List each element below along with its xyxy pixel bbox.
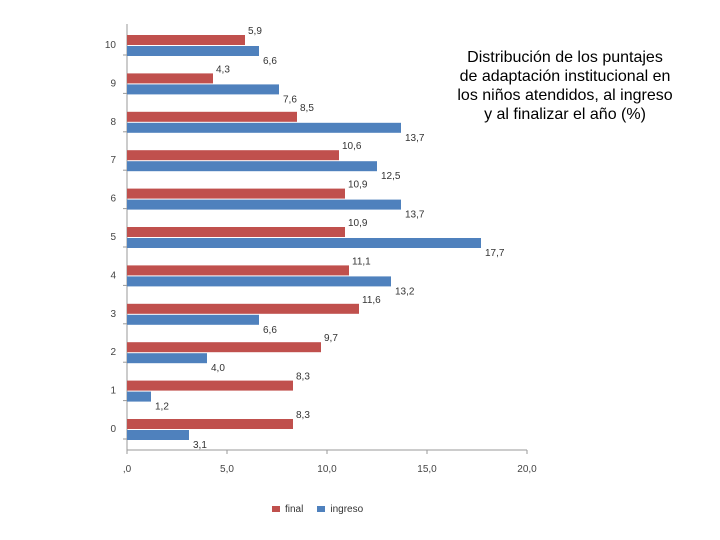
data-label-final: 11,6	[362, 295, 381, 306]
data-label-ingreso: 12,5	[381, 171, 401, 182]
bar-ingreso	[127, 314, 259, 325]
bar-final	[127, 380, 293, 391]
y-tick-label: 3	[110, 309, 116, 320]
data-label-final: 10,6	[342, 141, 362, 152]
data-label-ingreso: 1,2	[155, 402, 169, 413]
data-label-final: 11,1	[352, 256, 371, 267]
bar-ingreso	[127, 161, 377, 172]
bar-final	[127, 342, 321, 353]
data-label-ingreso: 3,1	[193, 440, 207, 451]
chart-title-line: Distribución de los puntajes	[467, 49, 663, 66]
y-tick-label: 5	[110, 232, 116, 243]
bar-final	[127, 73, 213, 84]
bar-ingreso	[127, 276, 391, 287]
legend-swatch-final	[272, 506, 280, 512]
y-tick-label: 9	[110, 78, 116, 89]
bar-final	[127, 227, 345, 237]
y-tick-label: 8	[110, 117, 116, 128]
legend-label-final: final	[285, 503, 304, 515]
bar-final	[127, 419, 293, 429]
bar-ingreso	[127, 238, 481, 248]
data-label-final: 9,7	[324, 333, 338, 344]
y-tick-label: 2	[110, 347, 116, 358]
data-label-ingreso: 13,7	[405, 133, 425, 144]
y-tick-label: 4	[110, 270, 116, 281]
bar-final	[127, 35, 245, 45]
data-label-ingreso: 6,6	[263, 56, 277, 67]
x-tick-label: 20,0	[517, 464, 537, 475]
data-label-final: 8,5	[300, 103, 314, 114]
y-tick-label: 1	[110, 386, 116, 397]
y-tick-label: 7	[110, 155, 116, 166]
data-label-ingreso: 13,2	[395, 286, 415, 297]
bar-final	[127, 303, 359, 314]
bar-ingreso	[127, 391, 151, 402]
bar-ingreso	[127, 46, 259, 56]
legend-item-ingreso: ingreso	[317, 504, 363, 515]
chart-title-line: y al finalizar el año (%)	[484, 106, 646, 123]
data-label-ingreso: 13,7	[405, 210, 425, 221]
chart-legend: final ingreso	[272, 500, 363, 518]
bar-ingreso	[127, 199, 401, 210]
x-tick-label: 10,0	[317, 464, 337, 475]
data-label-final: 4,3	[216, 64, 230, 75]
y-tick-label: 0	[110, 424, 116, 435]
data-label-ingreso: 4,0	[211, 363, 225, 374]
x-tick-label: 15,0	[417, 464, 437, 475]
data-label-final: 8,3	[296, 372, 310, 383]
legend-swatch-ingreso	[317, 506, 326, 512]
chart-title-line: de adaptación institucional en	[459, 68, 671, 85]
data-label-final: 10,9	[348, 218, 368, 229]
x-tick-label: 5,0	[220, 464, 234, 475]
data-label-final: 5,9	[248, 26, 262, 37]
data-label-final: 8,3	[296, 410, 310, 421]
data-label-final: 10,9	[348, 180, 368, 191]
bar-final	[127, 188, 345, 199]
data-label-ingreso: 17,7	[485, 248, 505, 259]
data-label-ingreso: 6,6	[263, 325, 277, 336]
bar-ingreso	[127, 430, 189, 440]
y-tick-label: 6	[110, 194, 116, 205]
y-tick-label: 10	[105, 40, 117, 51]
bar-ingreso	[127, 84, 279, 95]
legend-label-ingreso: ingreso	[330, 503, 364, 515]
bar-ingreso	[127, 122, 401, 133]
chart-title: Distribución de los puntajes de adaptaci…	[440, 48, 690, 124]
data-label-ingreso: 7,6	[283, 94, 297, 105]
bar-final	[127, 150, 339, 161]
bar-ingreso	[127, 353, 207, 364]
legend-item-final: final	[272, 504, 303, 515]
x-tick-label: ,0	[123, 464, 132, 475]
bar-final	[127, 265, 349, 276]
chart-title-line: los niños atendidos, al ingreso	[457, 87, 673, 104]
bar-final	[127, 111, 297, 122]
